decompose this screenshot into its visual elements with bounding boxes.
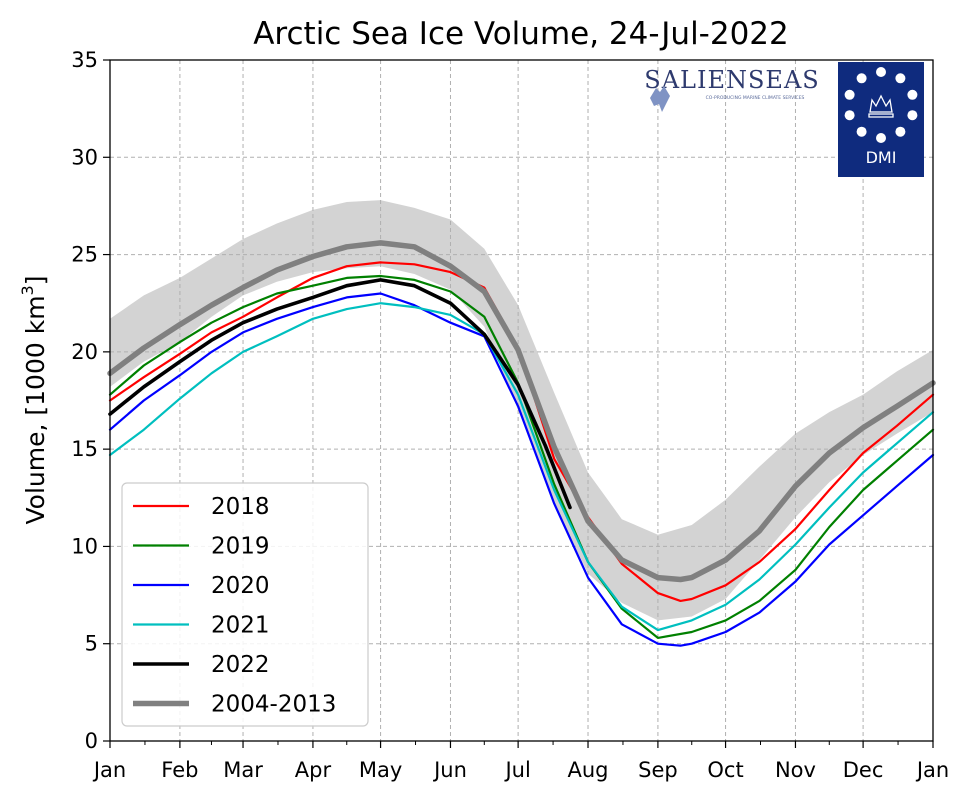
dmi-dot — [907, 89, 918, 100]
x-tick-label: Jan — [915, 758, 949, 782]
dmi-dot — [856, 126, 867, 137]
range-band — [110, 200, 933, 621]
salienseas-logo-text: SALIENSEAS — [644, 66, 819, 94]
x-tick-label: Mar — [223, 758, 263, 782]
crown-icon — [868, 94, 894, 118]
legend: 2018 2019 2020 2021 2022 2004-2013 — [121, 482, 369, 727]
chart-title: Arctic Sea Ice Volume, 24-Jul-2022 — [253, 16, 789, 52]
legend-label-2022: 2022 — [211, 652, 270, 678]
y-tick-label: 20 — [71, 340, 98, 364]
dmi-logo: DMI — [838, 62, 924, 177]
legend-label-2018: 2018 — [211, 494, 270, 520]
axes-layer — [103, 59, 934, 748]
legend-label-2020: 2020 — [211, 573, 270, 599]
x-tick-label: Oct — [707, 758, 743, 782]
y-tick-label: 5 — [85, 632, 98, 656]
x-tick-label: Apr — [295, 758, 332, 782]
dmi-logo-text: DMI — [866, 148, 897, 167]
y-tick-label: 0 — [85, 729, 98, 753]
y-tick-label: 15 — [71, 437, 98, 461]
y-tick-label: 25 — [71, 243, 98, 267]
range-band-layer — [110, 200, 933, 621]
legend-items: 2018 2019 2020 2021 2022 2004-2013 — [133, 494, 336, 718]
dmi-dot — [876, 133, 886, 143]
y-tick-label: 35 — [71, 48, 98, 72]
series-layer — [107, 240, 936, 647]
legend-label-2004-2013: 2004-2013 — [211, 692, 336, 718]
dmi-dot — [876, 67, 886, 77]
iceberg-icon — [650, 86, 670, 112]
dmi-logo-dots — [844, 67, 918, 143]
x-tick-label: May — [359, 758, 402, 782]
series-line-2021 — [108, 302, 935, 632]
y-tick-label: 30 — [71, 145, 98, 169]
series-line-2022 — [108, 278, 572, 510]
x-tick-label: Sep — [638, 758, 678, 782]
dmi-logo-background — [838, 62, 924, 177]
legend-label-2019: 2019 — [211, 534, 270, 560]
x-tick-label: Dec — [843, 758, 884, 782]
x-tick-label: Nov — [775, 758, 816, 782]
series-line-2020 — [108, 292, 935, 647]
dmi-dot — [907, 110, 918, 121]
dmi-dot — [895, 73, 906, 84]
legend-label-2021: 2021 — [211, 613, 270, 639]
dmi-dot — [856, 73, 867, 84]
dmi-dot — [895, 126, 906, 137]
tick-label-layer: Jan Feb Mar Apr May Jun Jul Aug Sep Oct Nov Dec Jan 0… — [71, 48, 949, 782]
plot-frame — [109, 59, 934, 742]
salienseas-logo: SALIENSEAS CO-PRODUCING MARINE CLIMATE S… — [644, 66, 819, 112]
x-tick-label: Feb — [161, 758, 198, 782]
series-line-2004-2013 — [107, 240, 936, 583]
y-tick-label: 10 — [71, 534, 98, 558]
x-tick-label: Aug — [568, 758, 609, 782]
x-tick-label: Jul — [503, 758, 530, 782]
x-tick-label: Jan — [92, 758, 126, 782]
dmi-dot — [844, 89, 855, 100]
salienseas-logo-tagline: CO-PRODUCING MARINE CLIMATE SERVICES — [706, 95, 805, 101]
x-tick-label: Jun — [432, 758, 467, 782]
dmi-dot — [844, 110, 855, 121]
y-axis-label: Volume, [1000 km3] — [18, 276, 50, 525]
